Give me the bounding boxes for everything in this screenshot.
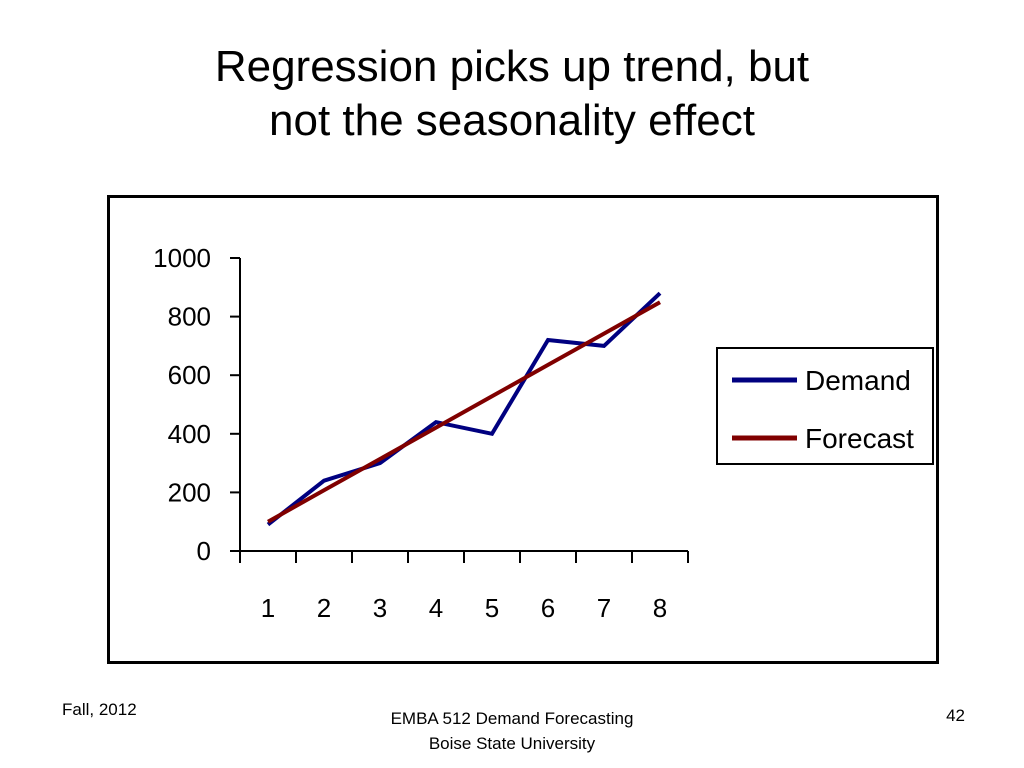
legend-label-forecast: Forecast: [805, 423, 914, 454]
series-line-demand: [266, 291, 662, 527]
footer-course-line-1: EMBA 512 Demand Forecasting: [390, 709, 634, 728]
footer-course: EMBA 512 Demand Forecasting Boise State …: [312, 706, 712, 756]
legend-label-demand: Demand: [805, 365, 911, 396]
x-tick-label: 7: [597, 593, 611, 623]
page-number: 42: [946, 706, 965, 725]
y-tick-label: 800: [168, 302, 211, 332]
x-tick-label: 2: [317, 593, 331, 623]
x-tick-label: 1: [261, 593, 275, 623]
y-tick-label: 600: [168, 360, 211, 390]
x-tick-label: 3: [373, 593, 387, 623]
footer-course-line-2: Boise State University: [428, 734, 596, 753]
slide-title: Regression picks up trend, but not the s…: [0, 40, 1024, 148]
series-line-forecast: [267, 300, 661, 524]
x-tick-label: 6: [541, 593, 555, 623]
legend-box: [716, 347, 934, 465]
y-tick-label: 0: [197, 536, 211, 566]
y-tick-label: 1000: [153, 243, 211, 273]
y-tick-label: 200: [168, 477, 211, 507]
slide-title-line-1: Regression picks up trend, but: [214, 42, 810, 91]
x-tick-label: 5: [485, 593, 499, 623]
chart-frame: 0 200 400 600 800 1000 1 2 3 4 5 6 7 8 Demand Forecast: [107, 195, 939, 664]
y-tick-label: 400: [168, 419, 211, 449]
slide-title-line-2: not the seasonality effect: [269, 96, 755, 145]
x-tick-label: 8: [653, 593, 667, 623]
line-chart: 0 200 400 600 800 1000 1 2 3 4 5 6 7 8 Demand Forecast: [153, 243, 934, 623]
footer-date: Fall, 2012: [62, 700, 137, 719]
x-tick-label: 4: [429, 593, 443, 623]
